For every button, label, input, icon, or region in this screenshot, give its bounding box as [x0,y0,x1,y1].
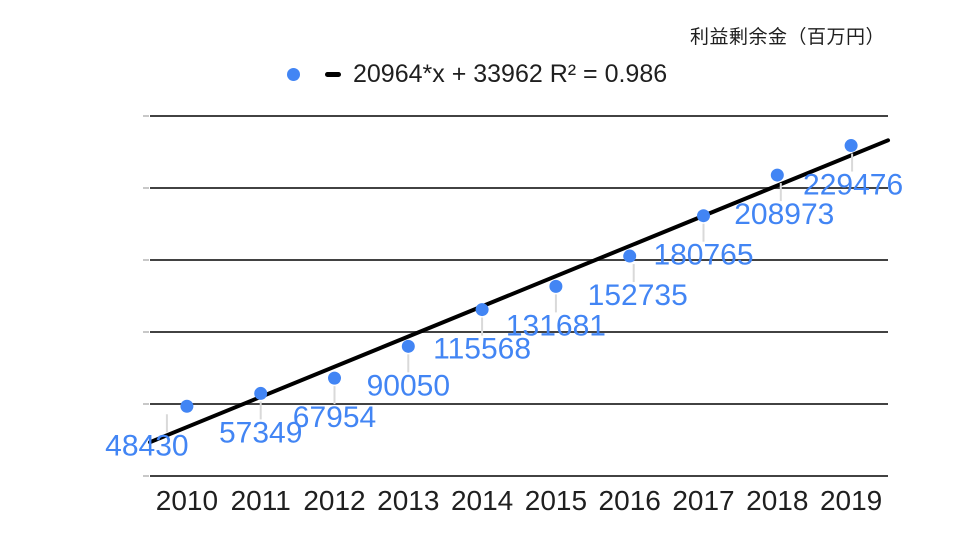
trendline-marker-icon [325,71,341,77]
x-axis-label: 2014 [451,485,513,516]
x-axis-label: 2012 [303,485,365,516]
data-point[interactable] [254,386,268,400]
x-axis-label: 2015 [525,485,587,516]
data-label: 67954 [293,401,376,434]
data-label: 57349 [219,416,302,449]
x-axis-label: 2013 [377,485,439,516]
data-point[interactable] [623,249,637,263]
x-axis-label: 2017 [672,485,734,516]
data-point[interactable] [770,168,784,182]
x-axis-label: 2010 [156,485,218,516]
data-point[interactable] [475,303,489,317]
chart-title: 利益剰余金（百万円） [689,27,885,48]
data-point[interactable] [401,339,415,353]
data-point[interactable] [697,209,710,223]
data-label: 229476 [803,169,903,202]
trendline[interactable] [148,138,890,445]
data-label: 90050 [367,369,450,402]
data-point[interactable] [180,399,194,413]
data-point[interactable] [328,371,341,385]
x-axis-label: 2016 [599,485,661,516]
x-axis-label: 2019 [820,485,882,516]
legend: 20964*x + 33962 R² = 0.986 [287,60,667,88]
data-label: 131681 [506,309,606,342]
data-label: 180765 [653,239,753,272]
x-axis-label: 2018 [746,485,808,516]
data-label: 208973 [734,198,834,231]
series-marker-icon [287,67,300,81]
x-axis-label: 2011 [231,485,291,516]
data-point[interactable] [844,139,858,153]
data-label: 48430 [105,429,188,462]
data-label: 115568 [433,333,531,366]
trendline-equation-label: 20964*x + 33962 R² = 0.986 [353,59,668,88]
data-point[interactable] [549,279,563,293]
data-label: 152735 [588,279,688,312]
